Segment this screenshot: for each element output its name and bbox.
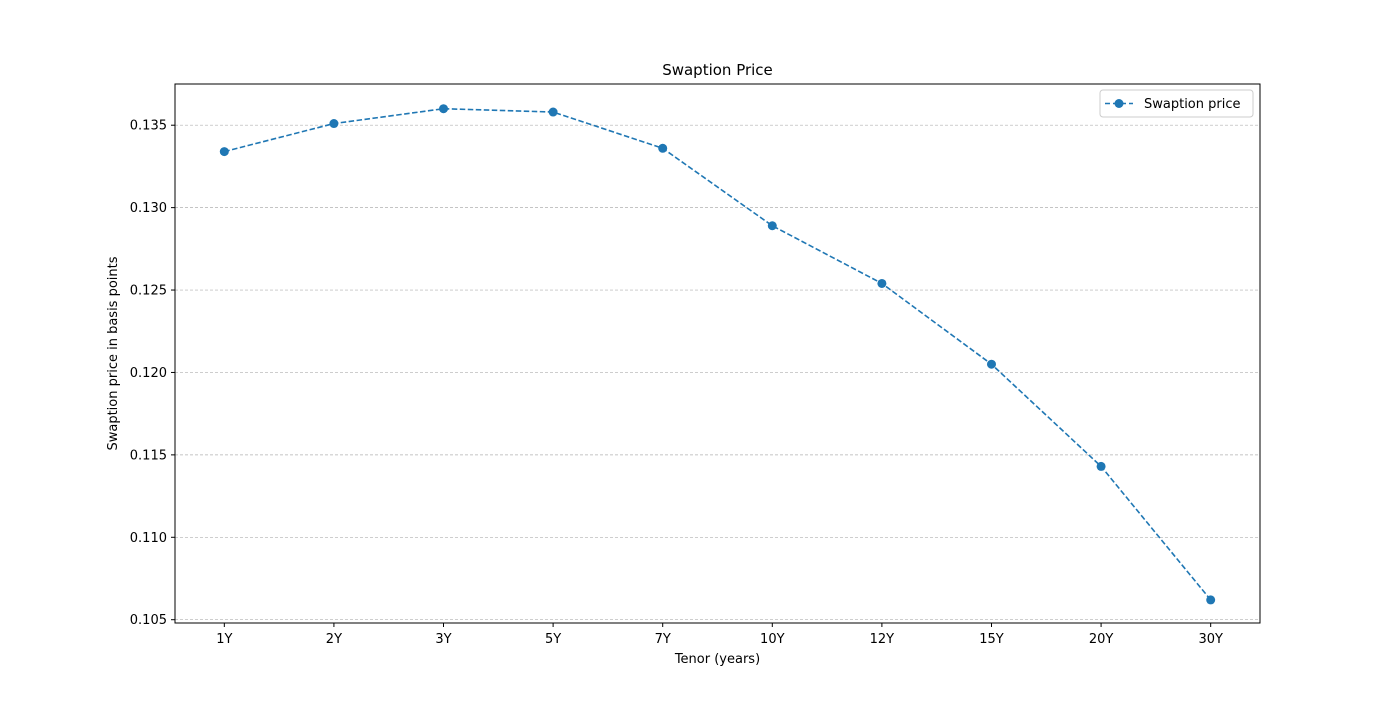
x-tick-label: 1Y: [216, 632, 232, 647]
data-point: [1206, 595, 1216, 605]
series-line: [224, 107, 1212, 601]
x-axis-ticks: 1Y 2Y 3Y 5Y 7Y 10Y 12Y 15Y 20Y 30Y: [216, 623, 1223, 647]
legend-marker: [1114, 99, 1124, 108]
x-tick-label: 5Y: [545, 632, 561, 647]
x-tick-label: 15Y: [979, 632, 1004, 647]
x-tick-label: 12Y: [870, 632, 895, 647]
data-point: [658, 143, 668, 153]
data-point: [439, 104, 449, 114]
data-point: [219, 147, 229, 157]
chart-title: Swaption Price: [662, 61, 773, 79]
y-tick-label: 0.120: [130, 366, 167, 381]
data-point: [548, 107, 558, 117]
y-tick-label: 0.135: [130, 119, 167, 134]
data-point: [986, 359, 996, 369]
y-tick-label: 0.130: [130, 201, 167, 216]
x-tick-label: 7Y: [655, 632, 671, 647]
x-tick-label: 2Y: [326, 632, 342, 647]
x-tick-label: 20Y: [1089, 632, 1114, 647]
data-point: [1096, 461, 1106, 471]
y-axis-label: Swaption price in basis points: [106, 256, 121, 450]
x-tick-label: 10Y: [760, 632, 785, 647]
legend: Swaption price: [1099, 89, 1254, 118]
x-tick-label: 3Y: [435, 632, 451, 647]
y-axis-ticks: 0.105 0.110 0.115 0.120 0.125 0.130 0.135: [130, 119, 175, 628]
y-tick-label: 0.115: [130, 448, 167, 463]
grid-lines: [175, 124, 1260, 621]
data-point: [329, 119, 339, 129]
x-axis-label: Tenor (years): [674, 652, 760, 667]
y-tick-label: 0.110: [130, 531, 167, 546]
legend-label: Swaption price: [1144, 97, 1241, 112]
data-point: [877, 278, 887, 288]
plot-frame: [174, 83, 1261, 624]
y-tick-label: 0.105: [130, 613, 167, 628]
y-tick-label: 0.125: [130, 284, 167, 299]
data-point: [767, 221, 777, 231]
series-layer: [219, 104, 1216, 605]
x-tick-label: 30Y: [1198, 632, 1223, 647]
legend-box: [1099, 89, 1254, 118]
